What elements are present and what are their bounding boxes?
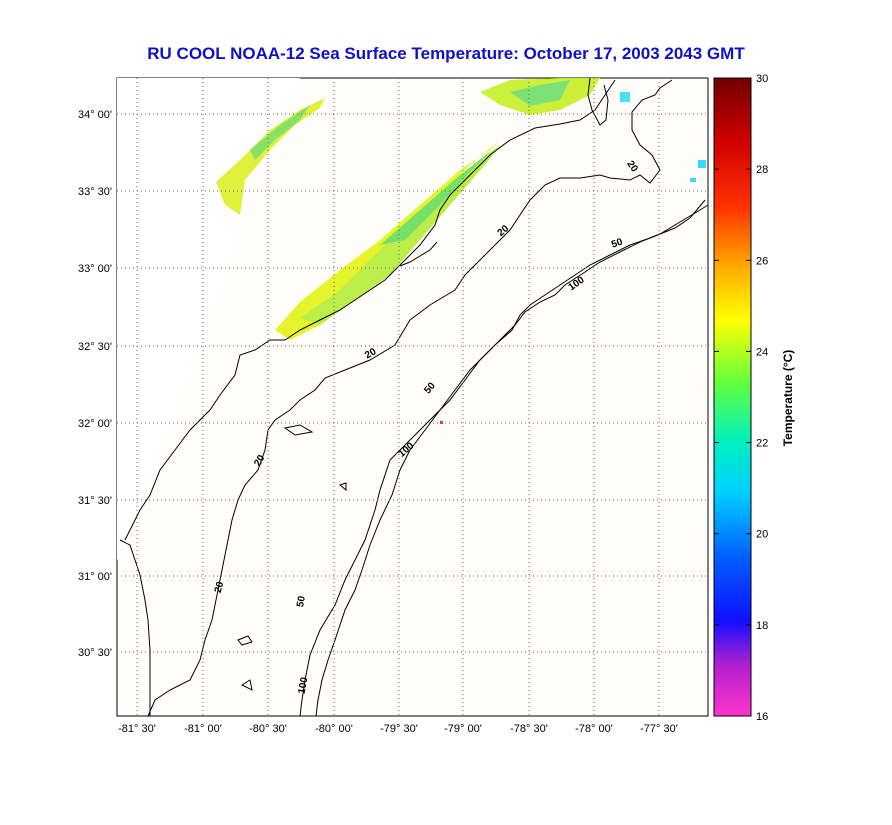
lat-label: 34° 00' [78,109,112,121]
colorbar-tick-label: 24 [756,346,768,358]
contour-label: 20 [252,453,267,469]
coastline [119,79,616,716]
contour-label: 20 [363,346,379,361]
contour-blob [338,482,347,492]
isobath-100 [315,204,709,717]
lat-label: 32° 30' [78,341,112,353]
lon-label: -79° 00' [444,723,482,735]
contour-label: 20 [213,580,227,594]
lat-label: 30° 30' [78,647,112,659]
colorbar-tick-label: 26 [756,255,768,267]
colorbar-tick-label: 22 [756,438,768,450]
lon-label: -79° 30' [380,723,418,735]
colorbar-tick-label: 28 [756,164,768,176]
lat-label: 32° 00' [78,418,112,430]
latitude-labels: 34° 00' 33° 30' 33° 00' 32° 30' 32° 00' 31° 3… [78,109,112,659]
colorbar [713,77,752,717]
cape-fear [399,241,438,267]
map-title: RU COOL NOAA-12 Sea Surface Temperature:… [147,44,745,63]
contour-label: 50 [295,595,308,608]
isobath-50 [299,199,706,717]
contour-blob [237,635,253,646]
graticule [117,78,708,716]
lat-label: 33° 00' [78,263,112,275]
lat-label: 31° 00' [78,571,112,583]
lon-label: -77° 30' [640,723,678,735]
colorbar-tick-label: 18 [756,620,768,632]
land-area [117,78,300,560]
colorbar-ticks: 16 18 20 22 24 26 28 30 [714,73,768,723]
lat-label: 31° 30' [78,495,112,507]
contour-label: 50 [610,236,625,250]
contour-label: 100 [297,676,311,695]
colorbar-title: Temperature (°C) [781,350,795,447]
sst-swath [216,78,706,424]
longitude-labels: -81° 30' -81° 00' -80° 30' -80° 00' -79° 30'… [118,723,678,735]
lon-label: -81° 00' [184,723,222,735]
isobath-20 [147,79,673,717]
colorbar-tick-label: 30 [756,73,768,85]
lon-label: -78° 30' [510,723,548,735]
lon-label: -81° 30' [118,723,156,735]
colorbar-tick-label: 16 [756,711,768,723]
lon-label: -80° 00' [315,723,353,735]
colorbar-tick-label: 20 [756,529,768,541]
lat-label: 33° 30' [78,186,112,198]
contour-blob [283,424,314,436]
lon-label: -80° 30' [249,723,287,735]
lon-label: -78° 00' [575,723,613,735]
contour-blob [240,679,253,691]
sound-outline [587,77,609,126]
